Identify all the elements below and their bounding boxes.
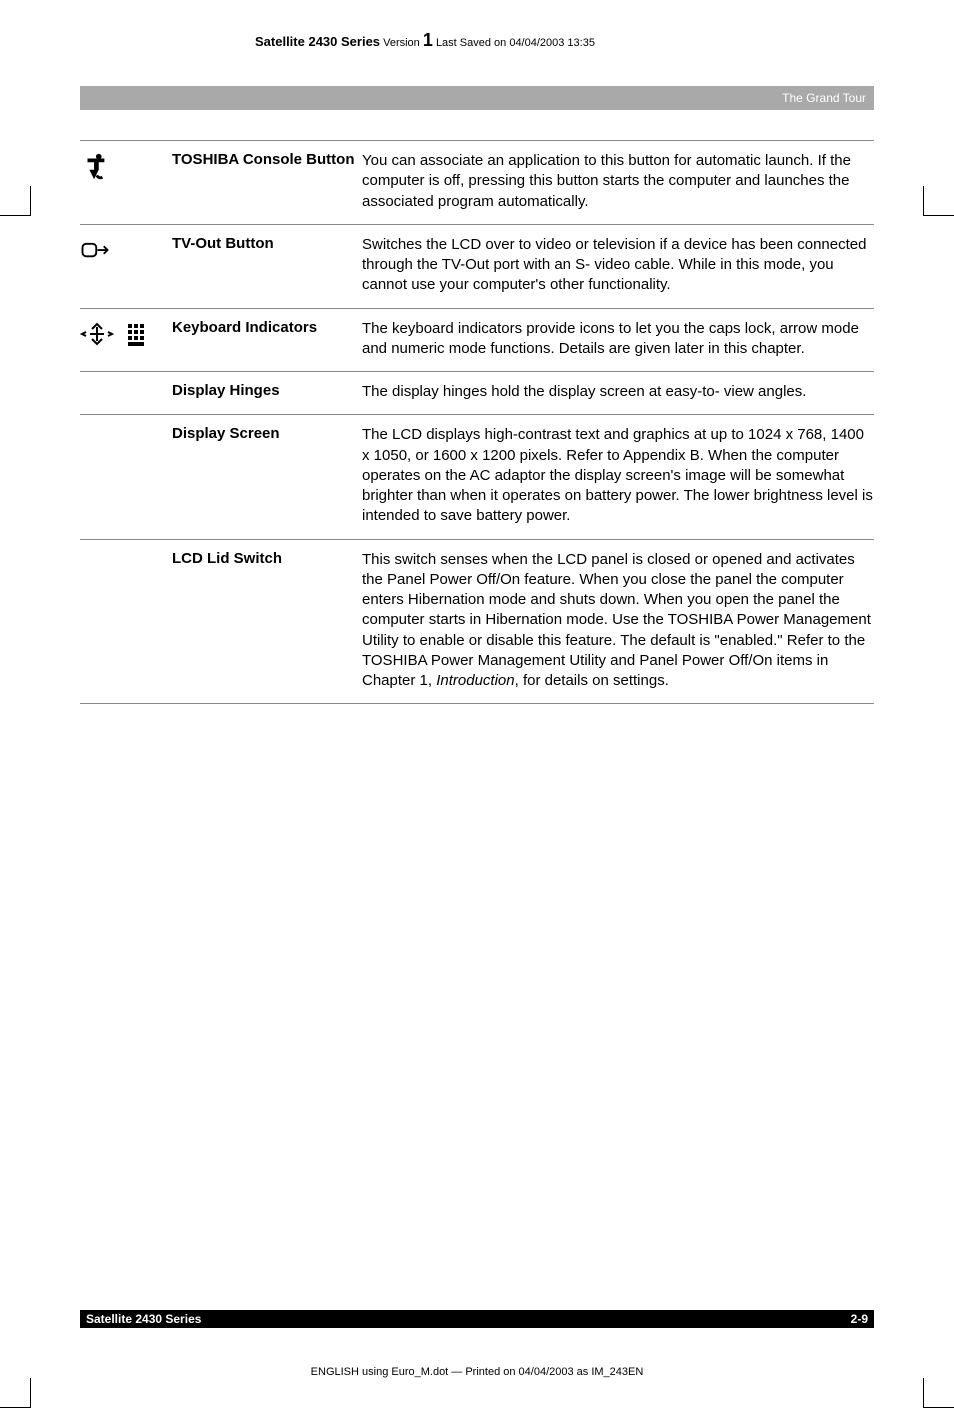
label-toshiba-console: TOSHIBA Console Button: [172, 151, 362, 212]
footer-bar: Satellite 2430 Series 2-9: [80, 1310, 874, 1328]
label-screen: Display Screen: [172, 425, 362, 526]
desc-screen: The LCD displays high-contrast text and …: [362, 425, 874, 526]
section-title: The Grand Tour: [782, 91, 866, 105]
row-lcd-lid: LCD Lid Switch This switch senses when t…: [80, 539, 874, 705]
version-number: 1: [423, 30, 433, 50]
desc-tvout: Switches the LCD over to video or televi…: [362, 235, 874, 296]
desc-hinges: The display hinges hold the display scre…: [362, 382, 874, 402]
footer-right: 2-9: [851, 1310, 868, 1328]
row-tvout: TV-Out Button Switches the LCD over to v…: [80, 224, 874, 308]
version-label: Version: [383, 37, 420, 49]
label-hinges: Display Hinges: [172, 382, 362, 402]
last-saved: Last Saved on 04/04/2003 13:35: [436, 37, 595, 49]
row-keyboard-indicators: Keyboard Indicators The keyboard indicat…: [80, 308, 874, 372]
label-keyboard: Keyboard Indicators: [172, 319, 362, 360]
label-lcd-lid: LCD Lid Switch: [172, 550, 362, 692]
desc-keyboard: The keyboard indicators provide icons to…: [362, 319, 874, 360]
desc-toshiba-console: You can associate an application to this…: [362, 151, 874, 212]
running-header: Satellite 2430 Series Version 1 Last Sav…: [255, 30, 595, 51]
footer-left: Satellite 2430 Series: [86, 1310, 201, 1328]
row-toshiba-console: TOSHIBA Console Button You can associate…: [80, 140, 874, 224]
label-tvout: TV-Out Button: [172, 235, 362, 296]
footer-print-line: ENGLISH using Euro_M.dot — Printed on 04…: [0, 1366, 954, 1378]
blank-icon: [80, 425, 172, 526]
desc-lcd-lid: This switch senses when the LCD panel is…: [362, 550, 874, 692]
row-display-screen: Display Screen The LCD displays high-con…: [80, 414, 874, 538]
keyboard-icon: [80, 319, 172, 360]
content-table: TOSHIBA Console Button You can associate…: [80, 140, 874, 704]
blank-icon: [80, 382, 172, 402]
blank-icon: [80, 550, 172, 692]
section-bar: The Grand Tour: [80, 86, 874, 110]
toshiba-icon: [80, 151, 172, 212]
series-name: Satellite 2430 Series: [255, 34, 380, 49]
tvout-icon: [80, 235, 172, 296]
row-display-hinges: Display Hinges The display hinges hold t…: [80, 371, 874, 414]
